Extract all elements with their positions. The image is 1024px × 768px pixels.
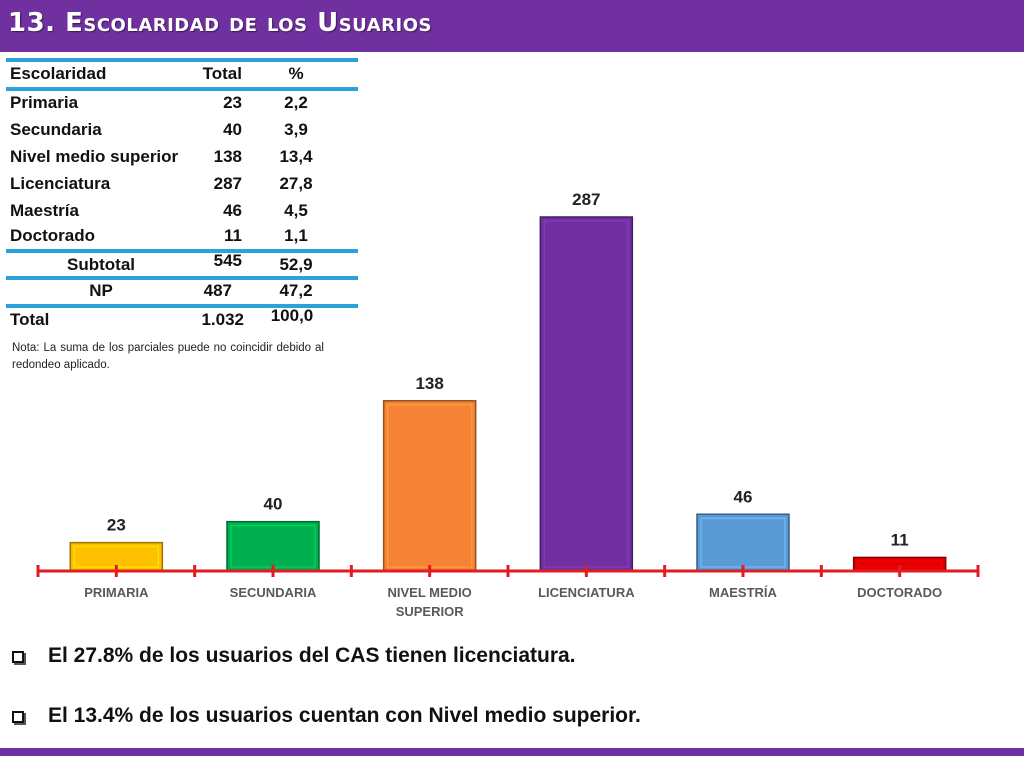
bullet-text: El 13.4% de los usuarios cuentan con Niv… xyxy=(48,704,641,727)
header-escolaridad: Escolaridad xyxy=(10,64,107,83)
row-percent: 27,8 xyxy=(279,174,313,193)
bar-chart: 23 40 138 287 46 11 PRIMARIA SECUNDARIA NIVEL ME… xyxy=(36,190,980,619)
bar xyxy=(539,216,634,572)
row-label: Primaria xyxy=(10,93,79,112)
row-label: Doctorado xyxy=(10,226,95,245)
data-label: 11 xyxy=(891,530,909,549)
header-percent: % xyxy=(288,64,304,83)
bar xyxy=(226,520,320,572)
table-row: Maestría 46 4,5 xyxy=(6,201,358,227)
data-label: 40 xyxy=(264,495,283,514)
row-total: 11 xyxy=(224,226,242,245)
subtotal-label: Subtotal xyxy=(67,255,135,274)
row-percent: 1,1 xyxy=(284,226,308,245)
row-total: 287 xyxy=(213,174,242,193)
bar xyxy=(696,513,790,572)
bullet-text: El 27.8% de los usuarios del CAS tienen … xyxy=(48,644,576,667)
table-rule-top xyxy=(6,58,358,62)
data-label: 138 xyxy=(415,374,443,393)
row-total: 40 xyxy=(223,120,242,139)
header-total: Total xyxy=(202,64,242,83)
np-total: 487 xyxy=(203,281,232,300)
data-label: 46 xyxy=(734,487,753,506)
rounding-note: Nota: La suma de los parciales puede no … xyxy=(12,342,324,371)
bullet-item: El 27.8% de los usuarios del CAS tienen … xyxy=(8,644,1008,674)
table-rule-header xyxy=(6,87,358,91)
subtotal-percent: 52,9 xyxy=(279,255,313,274)
table-row: Nivel medio superior 138 13,4 xyxy=(6,147,358,173)
category-label: NIVEL MEDIO SUPERIOR xyxy=(388,585,472,619)
data-label: 287 xyxy=(572,190,600,209)
row-percent: 4,5 xyxy=(284,201,308,220)
table-rule-np xyxy=(6,276,358,280)
row-total: 138 xyxy=(213,147,242,166)
page-title: 13. Escolaridad de los Usuarios xyxy=(8,8,432,38)
category-label: LICENCIATURA xyxy=(538,585,635,600)
row-total: 46 xyxy=(223,201,242,220)
table-header-row: Escolaridad Total % xyxy=(6,64,358,90)
bullet-item: El 13.4% de los usuarios cuentan con Niv… xyxy=(8,704,1008,734)
data-label: 23 xyxy=(107,516,126,535)
total-label: Total xyxy=(10,310,50,329)
np-percent: 47,2 xyxy=(279,281,313,300)
total-row: Total 1.032 100,0 xyxy=(6,306,358,336)
np-row: NP 487 47,2 xyxy=(6,281,358,307)
row-percent: 2,2 xyxy=(284,93,308,112)
table-row: Licenciatura 287 27,8 xyxy=(6,174,358,200)
row-percent: 13,4 xyxy=(279,147,313,166)
subtotal-total: 545 xyxy=(213,251,242,270)
category-label: SECUNDARIA xyxy=(230,585,317,600)
total-percent: 100,0 xyxy=(270,306,314,325)
table-row: Primaria 23 2,2 xyxy=(6,93,358,119)
table-rule-subtotal xyxy=(6,249,358,253)
np-label: NP xyxy=(89,281,113,300)
bar xyxy=(382,400,477,572)
row-total: 23 xyxy=(223,93,242,112)
footer-bar xyxy=(0,748,1024,756)
row-label: Licenciatura xyxy=(10,174,111,193)
total-total: 1.032 xyxy=(201,310,244,329)
category-label: MAESTRÍA xyxy=(709,585,778,600)
category-label: PRIMARIA xyxy=(84,585,149,600)
subtotal-row: Subtotal 545 52,9 xyxy=(6,251,358,281)
row-label: Maestría xyxy=(10,201,79,220)
category-label: DOCTORADO xyxy=(857,585,942,600)
table-rule-total xyxy=(6,304,358,308)
table-row: Secundaria 40 3,9 xyxy=(6,120,358,146)
row-label: Secundaria xyxy=(10,120,102,139)
header-bar xyxy=(0,0,1024,52)
row-percent: 3,9 xyxy=(284,120,308,139)
checkbox-bullet-icon xyxy=(12,651,24,663)
checkbox-bullet-icon xyxy=(12,711,24,723)
table-row: Doctorado 11 1,1 xyxy=(6,226,358,252)
row-label: Nivel medio superior xyxy=(10,147,179,166)
